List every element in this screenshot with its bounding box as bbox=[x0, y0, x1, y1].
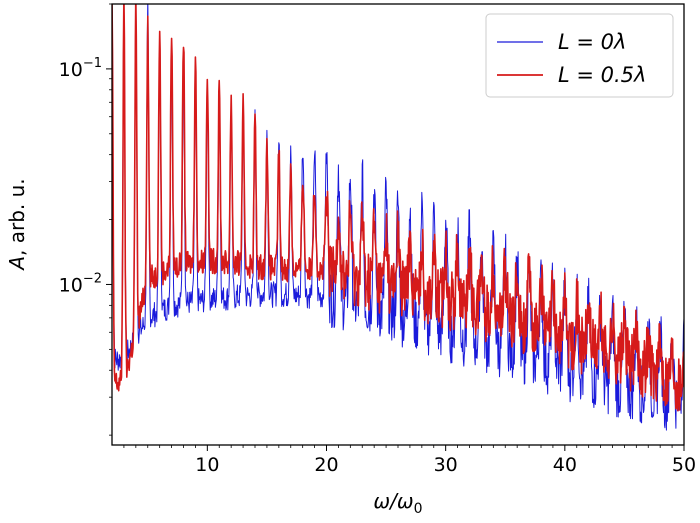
y-axis-label-units: , arb. u. bbox=[5, 178, 29, 256]
x-tick-label: 20 bbox=[314, 454, 338, 476]
x-tick-label: 40 bbox=[553, 454, 577, 476]
y-axis-label-variable: A bbox=[5, 256, 29, 272]
x-axis-label-subscript: 0 bbox=[414, 501, 423, 517]
x-axis-label: ω/ω0 bbox=[373, 489, 422, 517]
legend: L = 0λ L = 0.5λ bbox=[485, 13, 674, 98]
y-tick-label: 10−1 bbox=[59, 56, 102, 81]
x-tick-label: 10 bbox=[195, 454, 219, 476]
x-tick-label: 30 bbox=[434, 454, 458, 476]
series-line-l05 bbox=[112, 4, 684, 412]
y-tick-label: 10−2 bbox=[59, 271, 102, 296]
legend-box bbox=[485, 13, 674, 98]
series-layer bbox=[112, 4, 684, 431]
legend-label-l05: L = 0.5λ bbox=[558, 63, 646, 87]
y-axis: 10−2 10−1 bbox=[59, 3, 112, 436]
x-axis: 10 20 30 40 50 bbox=[123, 445, 696, 476]
x-tick-label: 50 bbox=[672, 454, 696, 476]
y-axis-label: A, arb. u. bbox=[5, 178, 29, 271]
x-axis-label-main: ω/ω bbox=[373, 489, 413, 513]
legend-label-l0: L = 0λ bbox=[558, 30, 626, 54]
